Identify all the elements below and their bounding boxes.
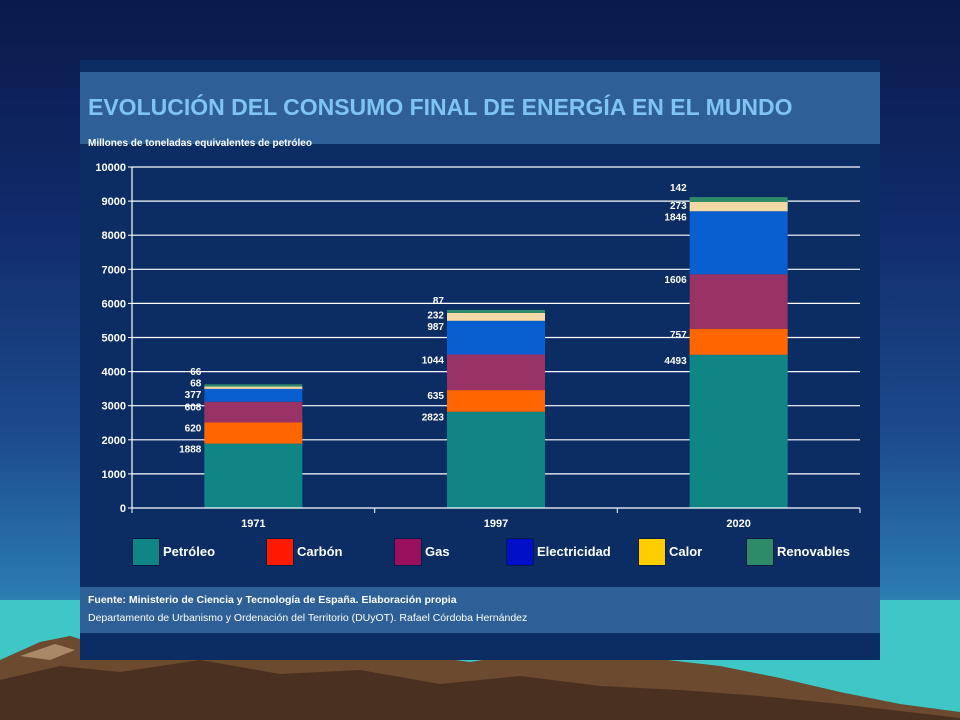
- x-axis: 1971 1997 2020: [131, 507, 861, 530]
- y-tick-label: 5000: [102, 333, 126, 345]
- bar-segment-2020-electricidad: [689, 211, 788, 275]
- bar-segment-1971-petróleo: [204, 443, 303, 508]
- bars: [204, 197, 788, 508]
- legend-swatch: [132, 538, 160, 566]
- y-tick-label: 9000: [102, 196, 126, 208]
- data-label: 4493: [664, 356, 687, 367]
- y-tick-label: 10000: [95, 162, 126, 174]
- bar-segment-1997-gas: [447, 354, 545, 391]
- x-category-label: 1971: [241, 518, 265, 530]
- y-tick-label: 2000: [102, 435, 126, 447]
- bar-segment-2020-renovables: [689, 197, 788, 202]
- bar-segment-2020-carbón: [689, 328, 788, 355]
- legend-label: Calor: [669, 544, 703, 559]
- data-label: 87: [433, 296, 445, 307]
- bar-segment-1971-renovables: [204, 384, 303, 387]
- legend-label: Petróleo: [163, 544, 216, 559]
- data-label: 66: [190, 367, 202, 378]
- title-band: EVOLUCIÓN DEL CONSUMO FINAL DE ENERGÍA E…: [80, 72, 880, 144]
- bar-segment-1997-carbón: [447, 390, 545, 412]
- slide-title: EVOLUCIÓN DEL CONSUMO FINAL DE ENERGÍA E…: [88, 94, 793, 120]
- bar-segment-1971-carbón: [204, 422, 303, 444]
- bar-segment-1971-calor: [204, 386, 303, 389]
- legend-label: Renovables: [777, 544, 850, 559]
- legend-swatch: [506, 538, 534, 566]
- chart-panel: EVOLUCIÓN DEL CONSUMO FINAL DE ENERGÍA E…: [80, 60, 880, 660]
- y-tick-label: 3000: [102, 401, 126, 413]
- y-axis: 0 1000 2000 3000 4000 5000 6000 7000 8000 9000 100…: [95, 162, 133, 515]
- bar-segment-2020-gas: [689, 274, 788, 329]
- bar-segment-2020-petróleo: [689, 354, 788, 508]
- y-axis-unit-label: Millones de toneladas equivalentes de pe…: [88, 138, 312, 149]
- source-note: Fuente: Ministerio de Ciencia y Tecnolog…: [88, 594, 457, 606]
- x-category-label: 2020: [726, 518, 750, 530]
- footer-band: Fuente: Ministerio de Ciencia y Tecnolog…: [80, 587, 880, 633]
- y-tick-label: 7000: [102, 264, 126, 276]
- legend: Petróleo Carbón Gas Electricidad Calor Renova…: [132, 538, 862, 570]
- y-tick-label: 0: [120, 503, 126, 515]
- legend-swatch: [638, 538, 666, 566]
- bar-segment-1997-calor: [447, 312, 545, 321]
- data-label: 1846: [664, 212, 687, 223]
- legend-swatch: [394, 538, 422, 566]
- bar-segment-1971-electricidad: [204, 388, 303, 402]
- data-label: 620: [185, 423, 202, 434]
- legend-label: Electricidad: [537, 544, 611, 559]
- bar-segment-1997-petróleo: [447, 411, 545, 508]
- data-label: 232: [427, 310, 444, 321]
- data-label: 377: [185, 390, 202, 401]
- y-tick-label: 1000: [102, 469, 126, 481]
- stacked-bar-chart: 0 1000 2000 3000 4000 5000 6000 7000 8000 9000 100…: [95, 162, 861, 530]
- credit-note: Departamento de Urbanismo y Ordenación d…: [88, 612, 528, 624]
- bar-segment-1971-gas: [204, 401, 303, 423]
- y-tick-label: 6000: [102, 298, 126, 310]
- legend-swatch: [746, 538, 774, 566]
- legend-swatch: [266, 538, 294, 566]
- legend-label: Gas: [425, 544, 450, 559]
- legend-label: Carbón: [297, 544, 343, 559]
- data-label: 757: [670, 330, 687, 341]
- y-tick-label: 8000: [102, 230, 126, 242]
- data-label: 1606: [664, 275, 687, 286]
- y-tick-label: 4000: [102, 367, 126, 379]
- bar-segment-1997-renovables: [447, 309, 545, 313]
- data-label: 68: [190, 378, 202, 389]
- bar-segment-2020-calor: [689, 201, 788, 212]
- x-category-label: 1997: [484, 518, 508, 530]
- data-label: 987: [427, 322, 444, 333]
- data-label: 1044: [422, 355, 445, 366]
- data-label: 608: [185, 403, 202, 414]
- data-label: 2823: [422, 413, 445, 424]
- data-label: 142: [670, 183, 687, 194]
- data-label: 1888: [179, 445, 202, 456]
- bar-segment-1997-electricidad: [447, 320, 545, 355]
- data-label: 273: [670, 201, 687, 212]
- data-label: 635: [427, 391, 444, 402]
